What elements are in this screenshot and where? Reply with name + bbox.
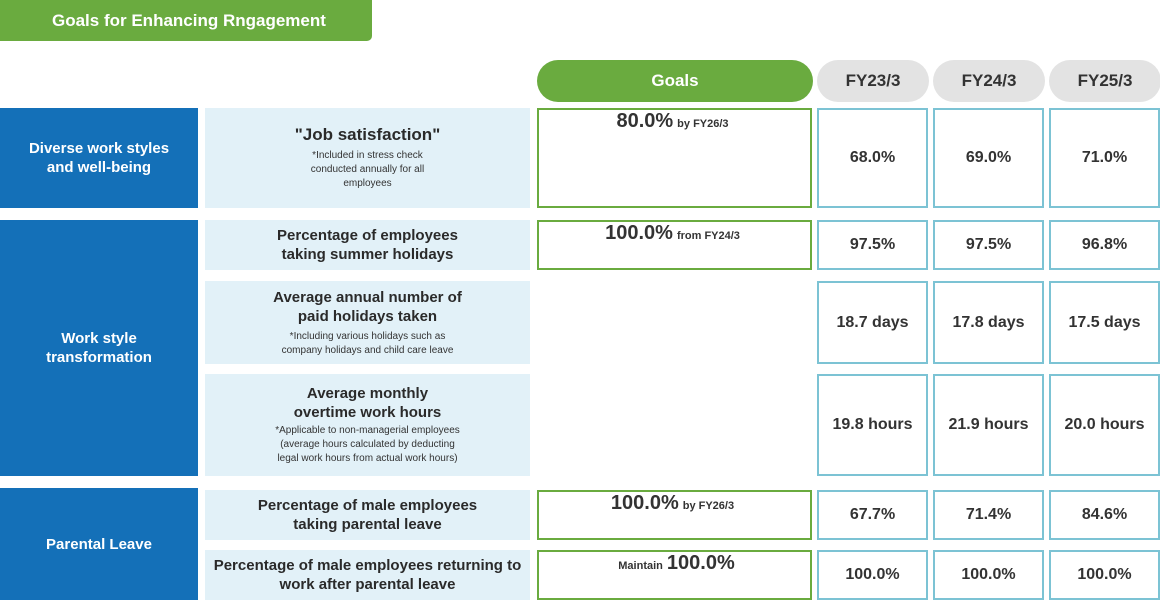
metric-label-line: Percentage of male employees returning t… [213, 557, 522, 574]
metric-paid-holidays: Average annual number of paid holidays t… [205, 281, 530, 364]
value-cell: 69.0% [933, 108, 1044, 208]
value-cell: 67.7% [817, 490, 928, 540]
goal-male-parental-leave: 100.0% by FY26/3 [537, 490, 812, 540]
goals-column-header: Goals [537, 60, 813, 102]
goal-value: 100.0% [605, 222, 673, 244]
fy24-column-header: FY24/3 [933, 60, 1045, 102]
goal-job-satisfaction: 80.0% by FY26/3 [537, 108, 812, 208]
value-cell: 100.0% [933, 550, 1044, 600]
fy23-column-header: FY23/3 [817, 60, 929, 102]
value-cell: 17.8 days [933, 281, 1044, 364]
metric-male-parental-leave: Percentage of male employees taking pare… [205, 490, 530, 540]
value-cell: 96.8% [1049, 220, 1160, 270]
value-cell: 97.5% [817, 220, 928, 270]
metric-overtime-hours: Average monthly overtime work hours *App… [205, 374, 530, 476]
goal-summer-holidays: 100.0% from FY24/3 [537, 220, 812, 270]
metric-male-return-rate: Percentage of male employees returning t… [205, 550, 530, 600]
goal-value: 100.0% [610, 492, 679, 514]
category-label: Work style transformation [46, 330, 152, 366]
value-cell: 68.0% [817, 108, 928, 208]
category-label: Diverse work styles and well-being [28, 140, 170, 176]
metric-label-line: "Job satisfaction" [294, 125, 441, 144]
goal-suffix: by FY26/3 [682, 500, 735, 512]
value-cell: 100.0% [1049, 550, 1160, 600]
category-parental-leave: Parental Leave [0, 488, 198, 600]
value-cell: 19.8 hours [817, 374, 928, 476]
metric-note: *Included in stress check conducted annua… [310, 150, 425, 189]
metric-label-line: taking summer holidays [281, 246, 454, 263]
value-cell: 21.9 hours [933, 374, 1044, 476]
value-cell: 18.7 days [817, 281, 928, 364]
goal-value: 100.0% [666, 552, 735, 574]
metric-label-line: Percentage of employees [277, 227, 458, 244]
metric-label-line: paid holidays taken [297, 307, 438, 325]
value-cell: 71.4% [933, 490, 1044, 540]
metric-label-line: Percentage of male employees [257, 497, 478, 514]
metric-label-line: taking parental leave [293, 516, 442, 533]
value-cell: 71.0% [1049, 108, 1160, 208]
goal-suffix: by FY26/3 [677, 118, 729, 130]
category-diverse-work-styles: Diverse work styles and well-being [0, 108, 198, 208]
goal-suffix: from FY24/3 [676, 230, 740, 242]
metric-job-satisfaction: "Job satisfaction" *Included in stress c… [205, 108, 530, 208]
fy25-column-header: FY25/3 [1049, 60, 1160, 102]
value-cell: 20.0 hours [1049, 374, 1160, 476]
section-title: Goals for Enhancing Rngagement [0, 0, 372, 41]
category-label: Parental Leave [46, 535, 152, 553]
metric-note: *Applicable to non-managerial employees(… [275, 425, 460, 464]
value-cell: 84.6% [1049, 490, 1160, 540]
metric-label-line: Average monthly [306, 385, 429, 402]
metric-label-line: overtime work hours [293, 404, 442, 421]
goal-value: 80.0% [616, 110, 674, 132]
value-cell: 100.0% [817, 550, 928, 600]
category-work-style-transformation: Work style transformation [0, 220, 198, 476]
value-cell: 17.5 days [1049, 281, 1160, 364]
metric-note: *Including various holidays such as compa… [281, 330, 454, 356]
metric-summer-holidays: Percentage of employees taking summer ho… [205, 220, 530, 270]
metric-label-line: work after parental leave [279, 576, 456, 593]
value-cell: 97.5% [933, 220, 1044, 270]
metric-label-line: Average annual number of [273, 288, 462, 306]
goal-prefix: Maintain [618, 560, 663, 572]
goal-male-return-rate: Maintain 100.0% [537, 550, 812, 600]
